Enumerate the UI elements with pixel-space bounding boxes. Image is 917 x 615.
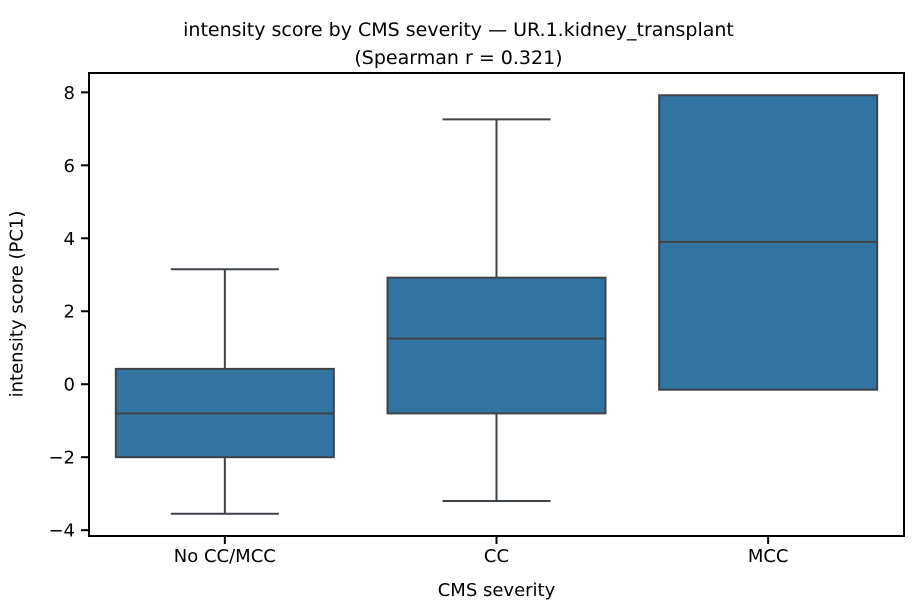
plot-frame [88, 72, 905, 537]
y-tick-label: 4 [64, 229, 75, 250]
x-tick-label: MCC [748, 546, 789, 567]
chart-title-line1: intensity score by CMS severity — UR.1.k… [183, 19, 734, 41]
chart-title-line2: (Spearman r = 0.321) [354, 47, 563, 69]
box-1 [386, 276, 607, 415]
y-tick-label: −2 [48, 448, 75, 469]
y-tick-label: −4 [48, 521, 75, 542]
y-tick-label: 8 [64, 83, 75, 104]
chart-title: intensity score by CMS severity — UR.1.k… [0, 16, 917, 72]
x-tick-label: CC [484, 546, 509, 567]
y-tick-label: 6 [64, 156, 75, 177]
y-tick-label: 0 [64, 375, 75, 396]
y-tick-label: 2 [64, 302, 75, 323]
x-tick-label: No CC/MCC [174, 546, 276, 567]
x-axis-label: CMS severity [437, 580, 556, 601]
